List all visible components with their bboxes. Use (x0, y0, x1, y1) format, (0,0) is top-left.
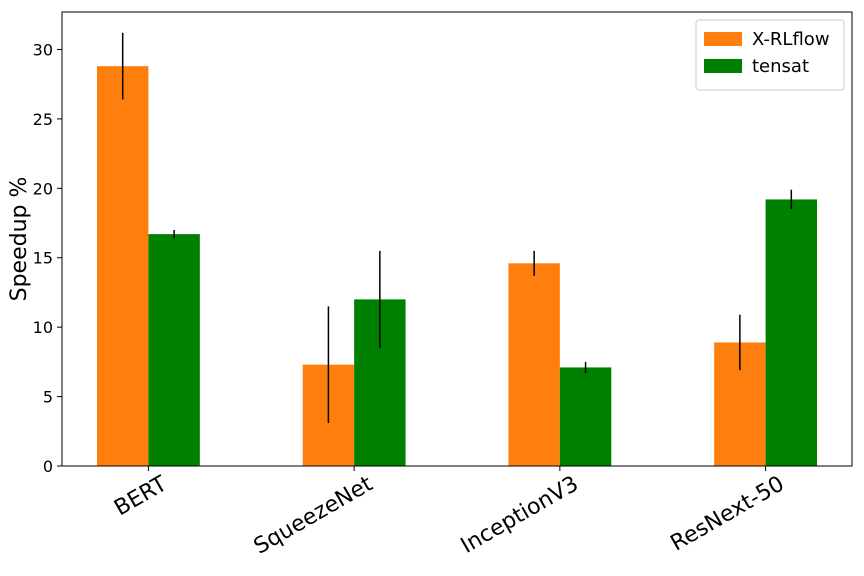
bar (559, 367, 612, 466)
bar (508, 263, 560, 466)
x-tick-label: SqueezeNet (250, 471, 378, 559)
y-tick-label: 10 (33, 318, 53, 337)
bar (96, 66, 149, 466)
y-tick-label: 15 (33, 249, 53, 268)
y-tick-label: 20 (33, 179, 53, 198)
plot-frame (61, 11, 853, 467)
x-tick-label: ResNext-50 (667, 472, 789, 557)
legend-swatch (704, 32, 742, 46)
bar (148, 234, 200, 466)
y-tick-label: 0 (43, 457, 53, 476)
bar (765, 199, 818, 466)
y-axis-label: Speedup % (7, 177, 32, 302)
legend-label: tensat (752, 56, 809, 77)
y-tick-label: 5 (43, 388, 53, 407)
y-tick-label: 30 (33, 40, 53, 59)
legend-swatch (704, 59, 742, 73)
x-tick-label: InceptionV3 (457, 472, 583, 559)
x-tick-label: BERT (110, 471, 172, 521)
y-tick-label: 25 (33, 110, 53, 129)
legend-label: X-RLflow (752, 29, 830, 50)
